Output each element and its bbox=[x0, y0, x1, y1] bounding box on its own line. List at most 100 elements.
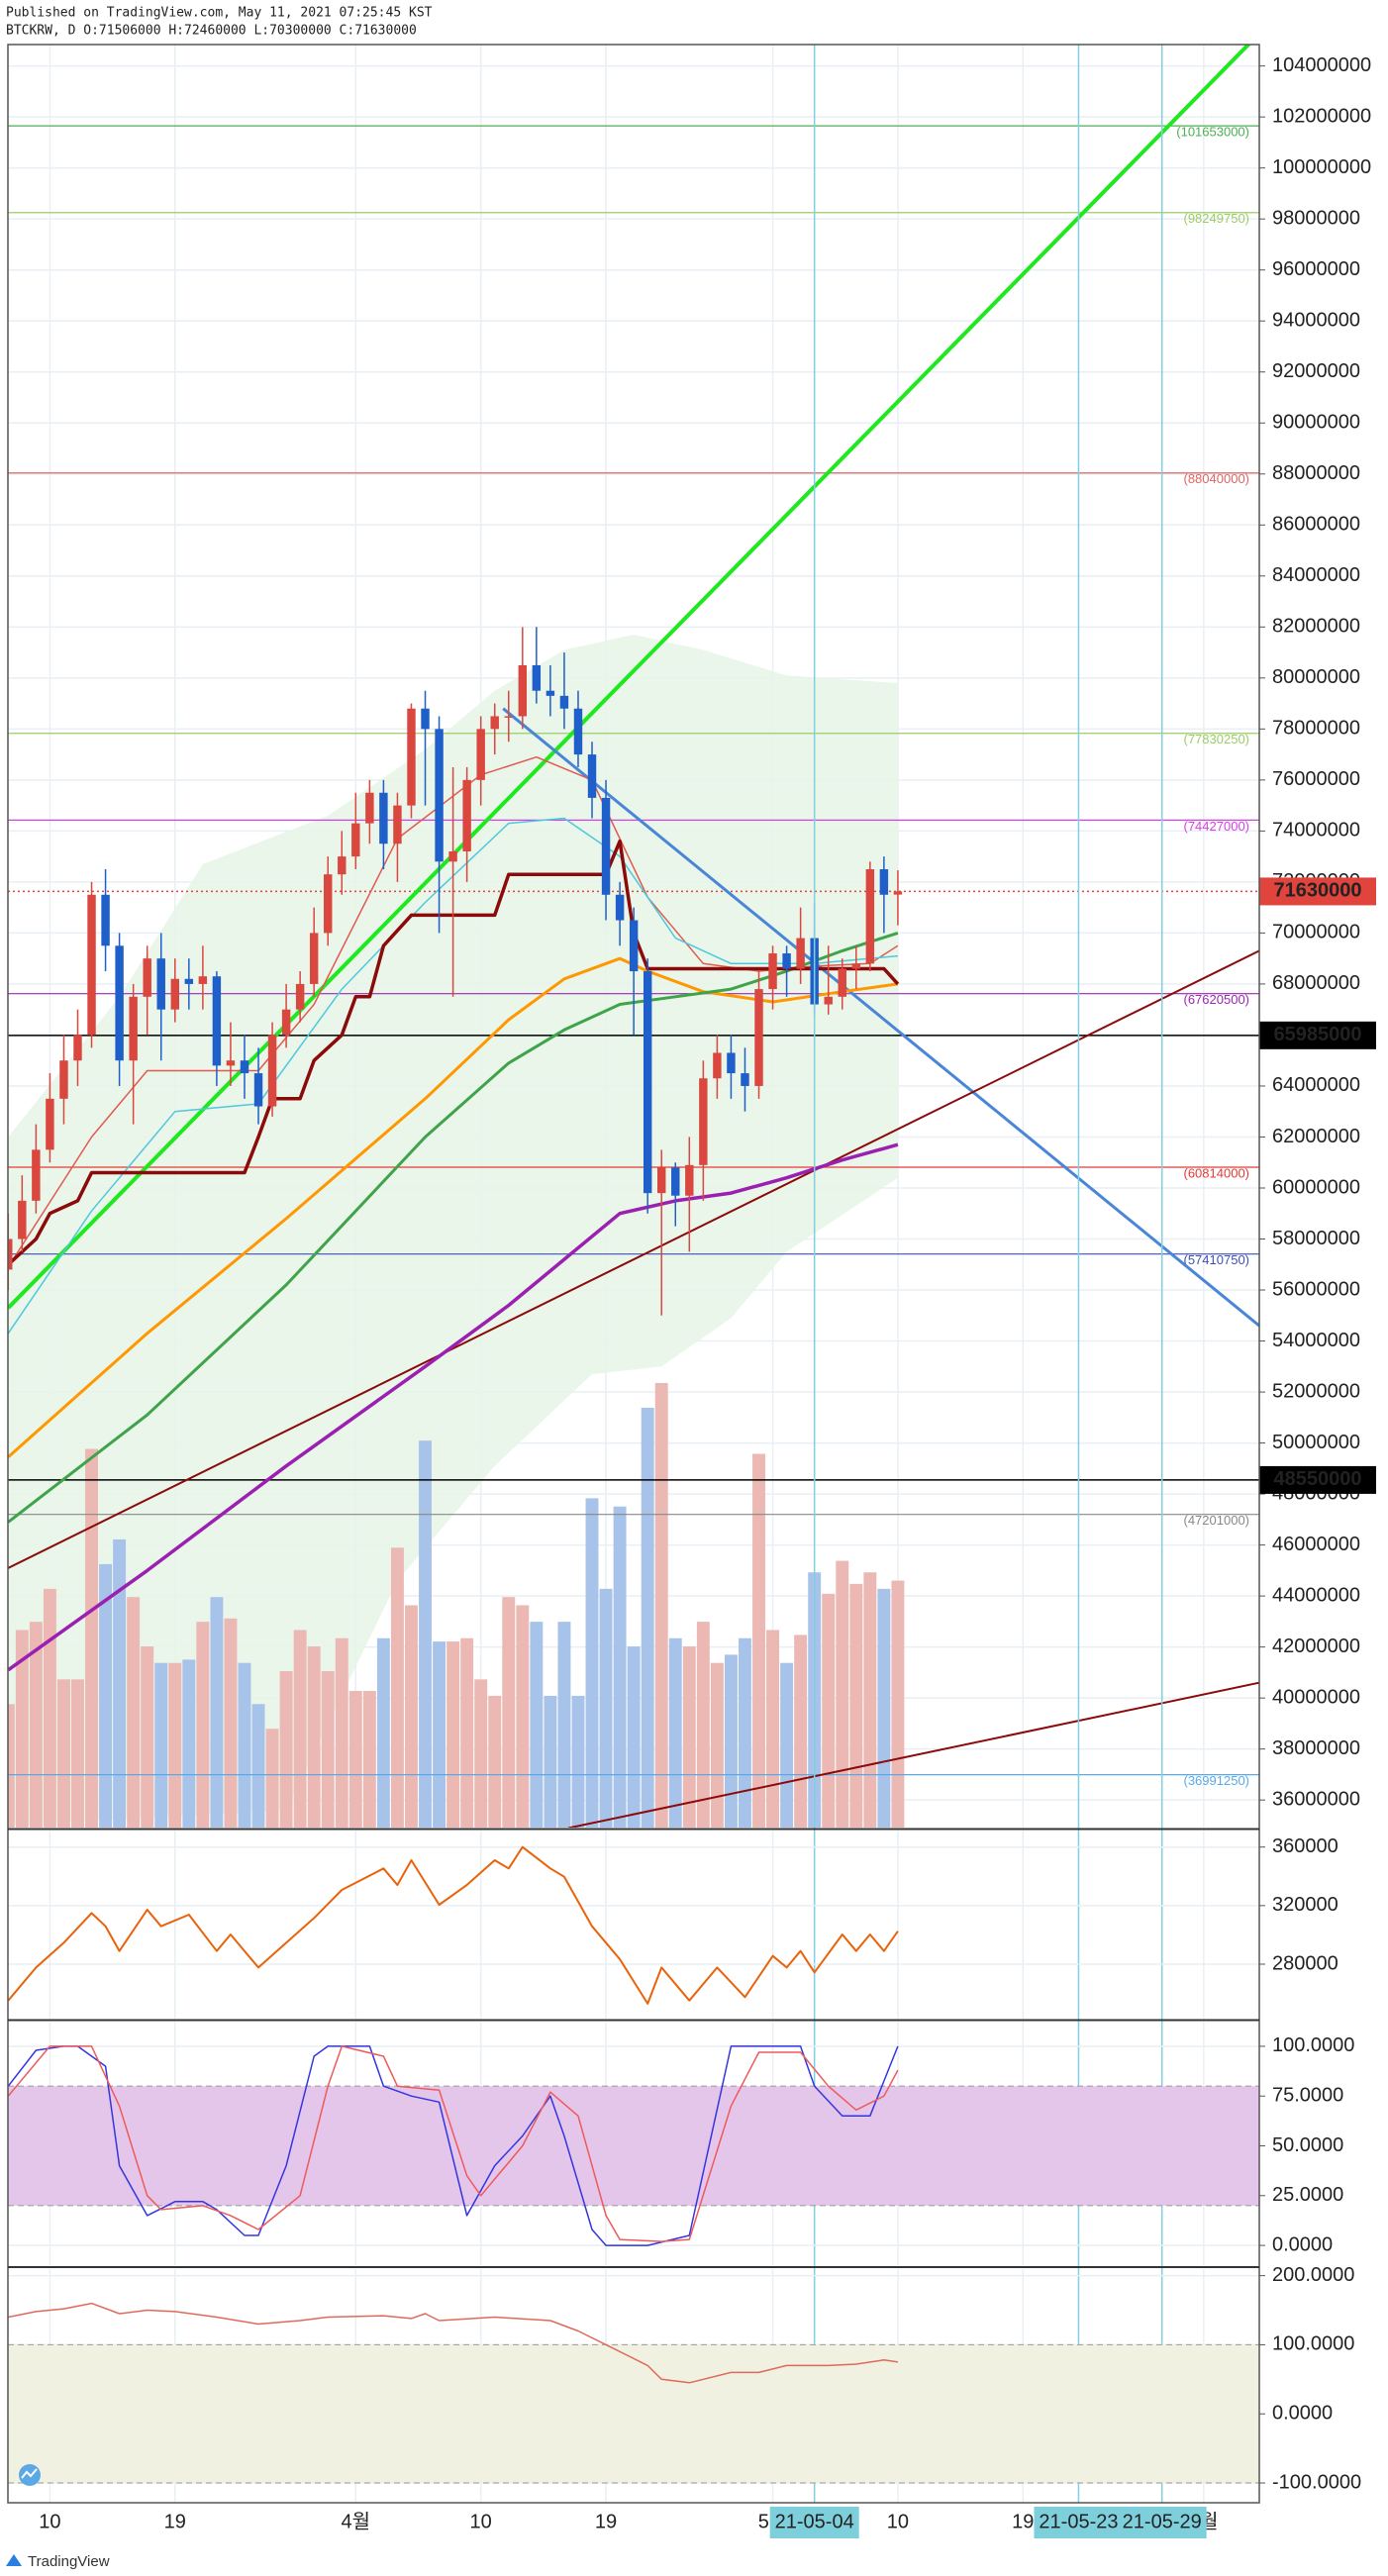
y-tick-label: 104000000 bbox=[1272, 54, 1371, 76]
candle-body bbox=[393, 805, 402, 844]
trend-line bbox=[8, 949, 1259, 1569]
candle-body bbox=[198, 976, 208, 984]
candle-body bbox=[657, 1167, 666, 1194]
x-marker-label: 21-05-29 bbox=[1123, 2511, 1202, 2532]
x-marker-box bbox=[1034, 2507, 1124, 2538]
y-tick-label: 75.0000 bbox=[1272, 2085, 1343, 2107]
candle-body bbox=[824, 996, 833, 1005]
candle-body bbox=[421, 708, 430, 730]
symbol-line: BTCKRW, D O:71506000 H:72460000 L:703000… bbox=[6, 24, 417, 39]
level-label: (67620500) bbox=[1184, 992, 1250, 1007]
y-tick-label: 60000000 bbox=[1272, 1176, 1360, 1198]
volume-bar bbox=[488, 1695, 502, 1828]
volume-bar bbox=[627, 1646, 641, 1828]
candle-body bbox=[407, 708, 416, 806]
panes: (101653000) (98249750) (88040000) (77830250… bbox=[8, 45, 1376, 2538]
candle-body bbox=[865, 869, 875, 964]
y-tick-label: 94000000 bbox=[1272, 309, 1360, 331]
y-tick-label: 58000000 bbox=[1272, 1228, 1360, 1249]
indicator-line bbox=[8, 2302, 899, 2384]
y-tick-label: 56000000 bbox=[1272, 1278, 1360, 1300]
volume-bar bbox=[405, 1605, 418, 1828]
x-tick-label: 19 bbox=[1012, 2511, 1034, 2532]
candle-body bbox=[559, 695, 569, 709]
volume-bar bbox=[419, 1440, 432, 1828]
volume-bar bbox=[238, 1662, 251, 1828]
y-tick-label: 40000000 bbox=[1272, 1686, 1360, 1708]
candle-body bbox=[73, 1035, 82, 1061]
candle-body bbox=[671, 1167, 680, 1196]
candle-body bbox=[754, 989, 763, 1086]
candle-body bbox=[184, 978, 194, 984]
candle-body bbox=[267, 1035, 277, 1107]
y-tick-label: -100.0000 bbox=[1272, 2471, 1361, 2493]
y-tick-label: 36000000 bbox=[1272, 1788, 1360, 1810]
price-box bbox=[1259, 1021, 1376, 1049]
pane bbox=[8, 2269, 1259, 2503]
y-tick-label: 82000000 bbox=[1272, 616, 1360, 638]
price-box bbox=[1259, 1465, 1376, 1494]
y-tick-label: 50000000 bbox=[1272, 1432, 1360, 1453]
candle-body bbox=[101, 894, 110, 946]
indicator-line bbox=[8, 956, 899, 1458]
candle-body bbox=[713, 1052, 722, 1079]
trend-line bbox=[567, 1681, 1259, 1828]
candle-body bbox=[545, 690, 555, 696]
volume-bar bbox=[891, 1580, 905, 1828]
candle-body bbox=[504, 716, 513, 718]
candle-body bbox=[615, 894, 625, 921]
volume-bar bbox=[321, 1671, 335, 1828]
x-tick-label: 10 bbox=[39, 2511, 60, 2532]
volume-bar bbox=[182, 1659, 196, 1828]
candle-body bbox=[226, 1060, 236, 1066]
y-tick-label: 0.0000 bbox=[1272, 2233, 1333, 2255]
price-box bbox=[1259, 877, 1376, 906]
volume-bar bbox=[71, 1679, 84, 1828]
y-tick-label: 102000000 bbox=[1272, 105, 1371, 127]
y-tick-label: 98000000 bbox=[1272, 207, 1360, 229]
volume-bar bbox=[8, 1704, 15, 1828]
plot-frame bbox=[7, 44, 1260, 2504]
indicator-line bbox=[8, 1845, 899, 2005]
x-tick-label: 4월 bbox=[342, 2510, 371, 2532]
y-tick-label: 280000 bbox=[1272, 1952, 1338, 1974]
candle-body bbox=[115, 945, 124, 1061]
level-label: (77830250) bbox=[1184, 732, 1250, 746]
volume-bar bbox=[557, 1622, 571, 1828]
y-tick-label: 78000000 bbox=[1272, 718, 1360, 740]
level-label: (47201000) bbox=[1184, 1513, 1250, 1528]
trend-line bbox=[8, 45, 1251, 1310]
volume-bar bbox=[99, 1563, 113, 1828]
candle-body bbox=[87, 894, 96, 1036]
volume-bar bbox=[293, 1630, 307, 1828]
volume-bar bbox=[766, 1630, 780, 1828]
x-marker-label: 21-05-04 bbox=[775, 2511, 854, 2532]
volume-bar bbox=[794, 1635, 808, 1828]
x-tick-label: 19 bbox=[164, 2511, 186, 2532]
volume-bar bbox=[710, 1662, 724, 1828]
candle-body bbox=[435, 729, 444, 862]
candle-body bbox=[768, 953, 777, 990]
x-marker-label: 21-05-23 bbox=[1039, 2511, 1118, 2532]
candle-body bbox=[629, 920, 639, 972]
candle-body bbox=[851, 963, 861, 969]
y-tick-label: 46000000 bbox=[1272, 1534, 1360, 1555]
volume-bar bbox=[822, 1593, 836, 1828]
candle-body bbox=[129, 996, 138, 1061]
candle-body bbox=[324, 874, 333, 934]
candle-body bbox=[365, 792, 374, 824]
level-label: (57410750) bbox=[1184, 1252, 1250, 1267]
y-tick-label: 44000000 bbox=[1272, 1584, 1360, 1606]
volume-bar bbox=[836, 1560, 849, 1828]
y-tick-label: 92000000 bbox=[1272, 360, 1360, 382]
volume-bar bbox=[29, 1622, 43, 1828]
candle-body bbox=[643, 971, 652, 1194]
volume-bar bbox=[682, 1646, 696, 1828]
x-marker-box bbox=[1117, 2507, 1207, 2538]
candle-body bbox=[379, 792, 388, 844]
indicator-line bbox=[8, 2045, 899, 2246]
volume-bar bbox=[696, 1622, 710, 1828]
candle-body bbox=[448, 850, 457, 862]
level-label: (88040000) bbox=[1184, 471, 1250, 486]
y-tick-label: 320000 bbox=[1272, 1894, 1338, 1916]
